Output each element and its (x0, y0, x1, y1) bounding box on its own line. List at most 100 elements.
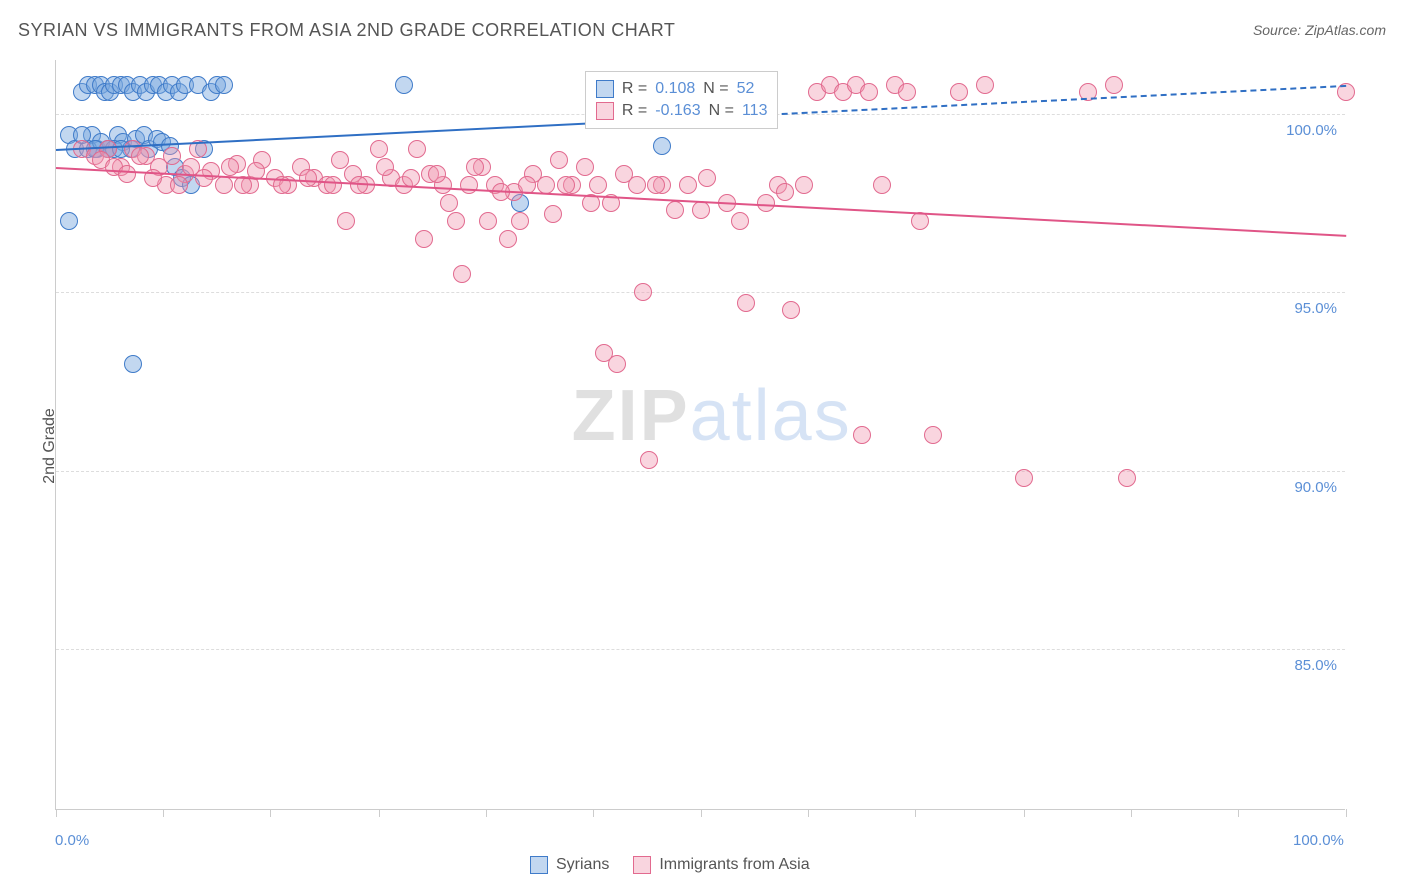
marker-asia (776, 183, 794, 201)
marker-asia (537, 176, 555, 194)
marker-asia (589, 176, 607, 194)
marker-asia (170, 176, 188, 194)
plot-area: ZIPatlas 85.0% 90.0% 95.0% 100.0% R = 0.108 … (55, 60, 1345, 810)
x-tick-label: 0.0% (55, 832, 89, 849)
marker-asia (370, 140, 388, 158)
marker-asia (511, 212, 529, 230)
x-tick (163, 809, 164, 817)
marker-asia (466, 158, 484, 176)
legend-item: Syrians (530, 856, 609, 874)
x-tick (379, 809, 380, 817)
marker-asia (544, 205, 562, 223)
chart-title: SYRIAN VS IMMIGRANTS FROM ASIA 2ND GRADE… (18, 20, 675, 41)
marker-asia (221, 158, 239, 176)
marker-asia (898, 83, 916, 101)
marker-asia (860, 83, 878, 101)
stats-swatch (596, 80, 614, 98)
watermark: ZIPatlas (572, 375, 852, 457)
marker-asia (428, 165, 446, 183)
x-tick (701, 809, 702, 817)
gridline (56, 649, 1345, 650)
legend-label: Syrians (556, 856, 609, 874)
x-tick (56, 809, 57, 817)
marker-asia (1015, 469, 1033, 487)
marker-asia (415, 230, 433, 248)
gridline (56, 471, 1345, 472)
marker-syrians (124, 355, 142, 373)
marker-asia (131, 147, 149, 165)
marker-asia (550, 151, 568, 169)
marker-asia (666, 201, 684, 219)
marker-syrians (60, 212, 78, 230)
marker-syrians (215, 76, 233, 94)
marker-asia (698, 169, 716, 187)
stats-row: R = -0.163 N = 113 (596, 100, 768, 122)
marker-syrians (653, 137, 671, 155)
stats-swatch (596, 102, 614, 120)
gridline (56, 292, 1345, 293)
chart-container: SYRIAN VS IMMIGRANTS FROM ASIA 2ND GRADE… (0, 0, 1406, 892)
x-tick-label: 100.0% (1293, 832, 1344, 849)
stats-box: R = 0.108 N = 52R = -0.163 N = 113 (585, 71, 779, 129)
x-tick (486, 809, 487, 817)
legend-swatch (530, 856, 548, 874)
marker-asia (215, 176, 233, 194)
legend-label: Immigrants from Asia (659, 856, 809, 874)
x-tick (915, 809, 916, 817)
marker-asia (557, 176, 575, 194)
y-tick-label: 100.0% (1286, 122, 1337, 139)
x-tick (270, 809, 271, 817)
marker-asia (924, 426, 942, 444)
x-tick (1024, 809, 1025, 817)
x-tick (808, 809, 809, 817)
marker-asia (499, 230, 517, 248)
marker-asia (795, 176, 813, 194)
source-label: Source: ZipAtlas.com (1253, 22, 1386, 38)
marker-asia (1118, 469, 1136, 487)
marker-asia (950, 83, 968, 101)
marker-asia (195, 169, 213, 187)
y-tick-label: 85.0% (1294, 657, 1337, 674)
marker-asia (1105, 76, 1123, 94)
marker-asia (324, 176, 342, 194)
y-tick-label: 90.0% (1294, 479, 1337, 496)
marker-asia (402, 169, 420, 187)
legend-bottom: Syrians Immigrants from Asia (530, 856, 810, 874)
marker-asia (408, 140, 426, 158)
x-tick (1131, 809, 1132, 817)
marker-asia (376, 158, 394, 176)
marker-asia (163, 147, 181, 165)
marker-asia (782, 301, 800, 319)
marker-asia (576, 158, 594, 176)
marker-asia (692, 201, 710, 219)
marker-asia (118, 165, 136, 183)
marker-asia (731, 212, 749, 230)
marker-asia (873, 176, 891, 194)
marker-asia (634, 283, 652, 301)
marker-asia (440, 194, 458, 212)
marker-asia (628, 176, 646, 194)
y-tick-label: 95.0% (1294, 300, 1337, 317)
marker-asia (608, 355, 626, 373)
x-tick (1238, 809, 1239, 817)
x-tick (1346, 809, 1347, 817)
marker-syrians (395, 76, 413, 94)
marker-asia (647, 176, 665, 194)
marker-asia (299, 169, 317, 187)
legend-item: Immigrants from Asia (633, 856, 809, 874)
marker-asia (337, 212, 355, 230)
marker-asia (679, 176, 697, 194)
marker-asia (853, 426, 871, 444)
legend-swatch (633, 856, 651, 874)
marker-asia (460, 176, 478, 194)
marker-asia (447, 212, 465, 230)
watermark-zip: ZIP (572, 376, 690, 456)
x-tick (593, 809, 594, 817)
watermark-atlas: atlas (690, 376, 852, 456)
marker-asia (757, 194, 775, 212)
marker-asia (640, 451, 658, 469)
marker-asia (976, 76, 994, 94)
marker-asia (737, 294, 755, 312)
stats-row: R = 0.108 N = 52 (596, 78, 768, 100)
marker-asia (479, 212, 497, 230)
